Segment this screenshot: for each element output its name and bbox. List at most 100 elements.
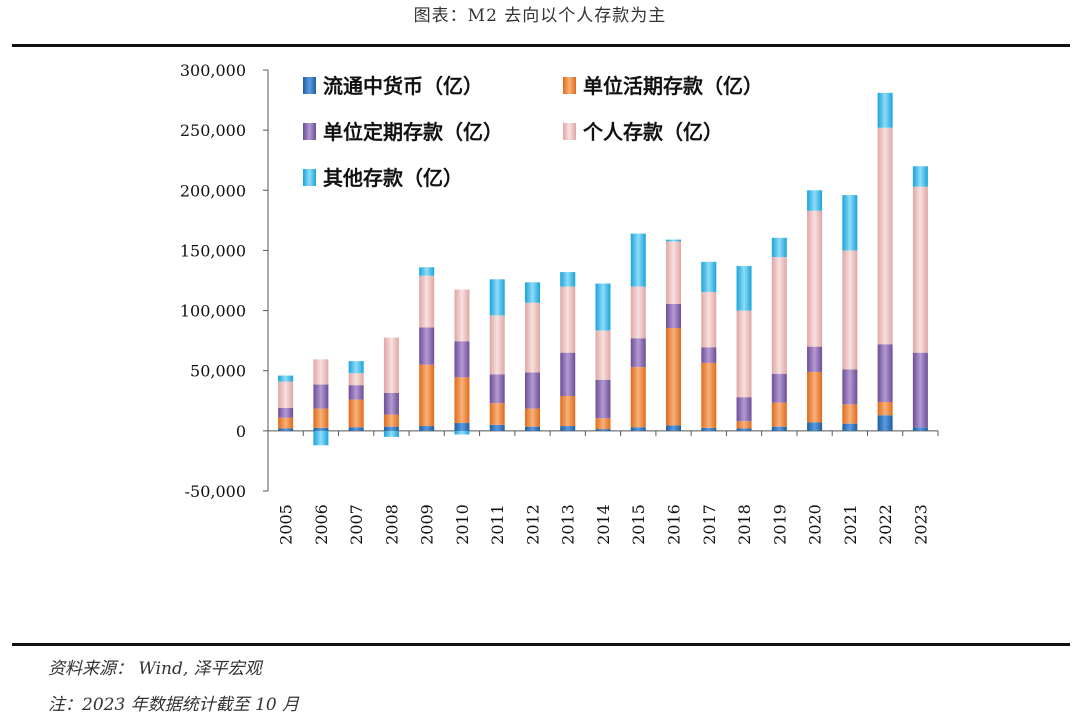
bar-2019-s4 [771,237,787,258]
bar-2019-s3 [771,257,787,374]
y-tick-label: 200,000 [180,181,246,200]
bar-2022-s2 [877,344,893,402]
bar-2005-s1 [278,417,294,429]
bar-2019-s2 [771,373,787,403]
bar-2009-s1 [419,364,435,427]
bar-2014-s4 [595,283,611,331]
bar-2005-s3 [278,381,294,409]
bar-2007-s4 [348,361,364,374]
legend-swatch-1 [563,77,576,94]
x-tick-label: 2013 [559,504,578,545]
bar-2016-s2 [666,303,682,329]
bar-2016-s4 [666,239,682,242]
bar-2023-s2 [912,352,928,428]
bar-2012-s4 [524,282,540,303]
bar-2009-s4 [419,267,435,276]
y-tick-label: 100,000 [180,302,246,321]
bar-2008-s1 [383,414,399,427]
bar-2021-s0 [842,423,858,431]
x-tick-label: 2022 [876,504,895,545]
bar-2008-s2 [383,392,399,415]
bar-2015-s0 [630,427,646,431]
bar-2010-s4 [454,430,470,435]
legend-swatch-4 [303,169,316,186]
x-tick-label: 2018 [735,504,754,545]
legend-label-0: 流通中货币（亿） [323,74,483,98]
x-tick-label: 2007 [347,504,366,545]
x-tick-label: 2012 [523,504,542,545]
legend-label-4: 其他存款（亿） [323,166,463,190]
bar-2006-s3 [313,359,329,385]
bar-2011-s0 [489,424,505,431]
bar-2006-s1 [313,408,329,428]
bar-2008-s4 [383,430,399,437]
y-tick-label: 300,000 [180,61,246,80]
bar-2015-s2 [630,338,646,368]
bar-2007-s1 [348,399,364,428]
bars [278,92,928,446]
bar-2013-s0 [560,426,576,431]
bar-2021-s3 [842,250,858,370]
bar-2016-s1 [666,328,682,426]
bar-2021-s1 [842,404,858,424]
bar-2014-s2 [595,379,611,419]
x-tick-label: 2015 [629,504,648,545]
x-tick-label: 2014 [594,504,613,545]
x-tick-label: 2017 [700,504,719,545]
source-note: 资料来源： Wind, 泽平宏观 [48,659,262,679]
bar-2010-s3 [454,289,470,342]
bar-2011-s4 [489,279,505,316]
bar-2006-s0 [313,427,329,431]
bar-2013-s2 [560,352,576,396]
bar-2009-s2 [419,327,435,365]
bar-2012-s2 [524,372,540,409]
footnote: 注：2023 年数据统计截至 10 月 [48,695,300,715]
bar-2007-s0 [348,427,364,431]
legend-swatch-2 [303,123,316,140]
stacked-bar-chart: -50,000 0 50,000 100,000 150,000 200,000 250,0… [180,61,939,545]
bar-2010-s1 [454,377,470,424]
bar-2018-s3 [736,310,752,398]
legend-label-3: 个人存款（亿） [582,120,723,144]
bar-2018-s1 [736,421,752,429]
x-tick-label: 2019 [770,504,789,545]
bar-2022-s4 [877,92,893,128]
bottom-rule [12,643,1070,646]
bar-2007-s2 [348,385,364,400]
x-tick-label: 2021 [841,504,860,545]
bar-2013-s4 [560,272,576,287]
x-tick-label: 2010 [453,504,472,545]
bar-2005-s2 [278,408,294,418]
bar-2022-s3 [877,127,893,345]
bar-2018-s2 [736,397,752,422]
bar-2020-s1 [807,371,823,423]
bar-2019-s1 [771,402,787,427]
bar-2011-s2 [489,374,505,404]
bar-2023-s4 [912,166,928,187]
legend: 流通中货币（亿） 单位活期存款（亿） 单位定期存款（亿） 个人存款（亿） 其他存款（亿） [303,74,763,190]
x-tick-label: 2006 [312,504,331,545]
bar-2005-s0 [278,428,294,431]
x-tick-label: 2020 [806,504,825,545]
x-tick-label: 2008 [382,504,401,545]
x-tick-label: 2023 [911,504,930,545]
bar-2023-s3 [912,186,928,353]
bar-2010-s0 [454,423,470,431]
x-tick-label: 2005 [277,504,296,545]
bar-2009-s3 [419,275,435,328]
bar-2015-s1 [630,367,646,428]
legend-label-1: 单位活期存款（亿） [583,74,763,98]
bar-2022-s0 [877,415,893,431]
bar-2006-s2 [313,384,329,409]
bar-2020-s3 [807,210,823,347]
bar-2021-s2 [842,369,858,405]
bar-2012-s1 [524,408,540,427]
bar-2019-s0 [771,426,787,431]
bar-2014-s3 [595,330,611,380]
bar-2011-s1 [489,403,505,425]
bar-2013-s3 [560,286,576,353]
bar-2008-s0 [383,426,399,431]
legend-swatch-0 [303,77,316,94]
y-tick-label: -50,000 [185,482,246,501]
bar-2015-s4 [630,233,646,287]
